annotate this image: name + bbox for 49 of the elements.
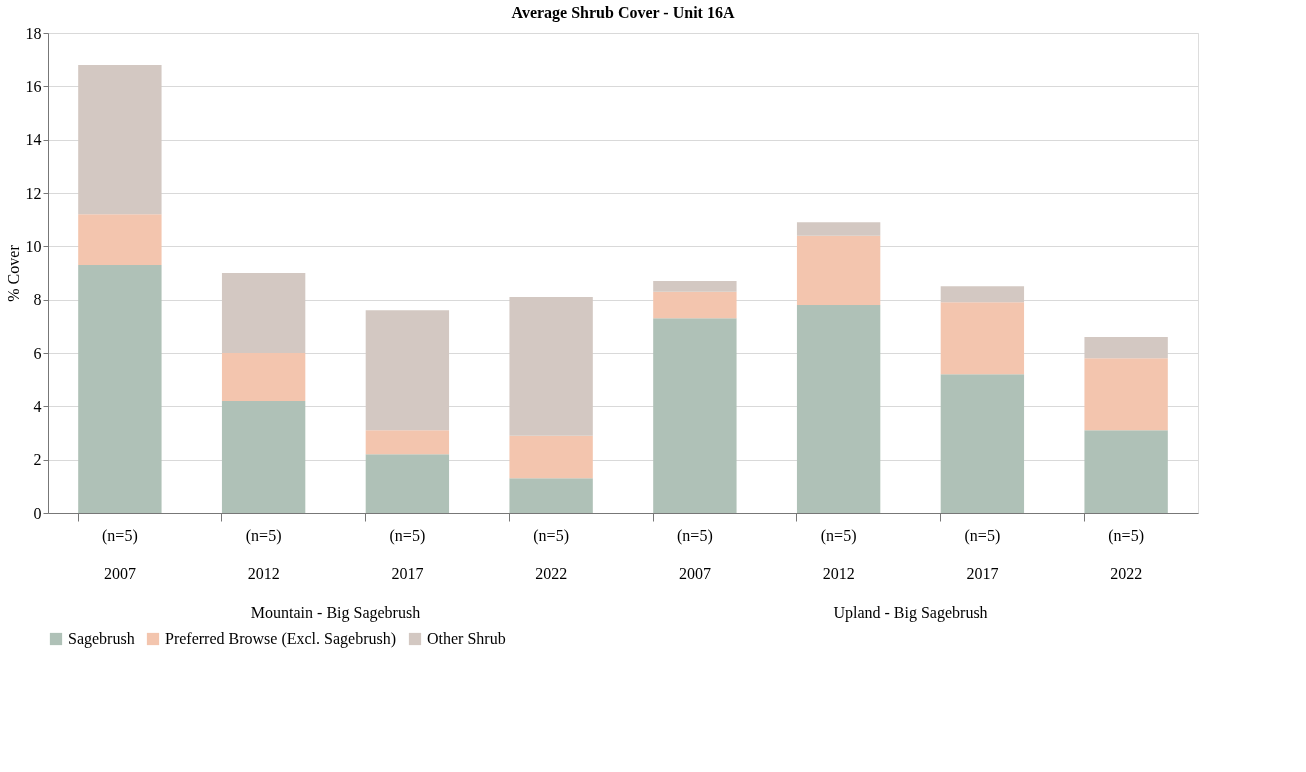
legend-label: Other Shrub [427, 630, 506, 647]
bar [78, 65, 162, 215]
bar [1084, 337, 1168, 359]
bar [1084, 358, 1168, 431]
bar [796, 222, 881, 236]
bar [509, 297, 593, 436]
bar [78, 214, 162, 265]
bar [796, 235, 881, 305]
category-label: (n=5) 2022 [533, 526, 569, 582]
category-label: (n=5) 2012 [820, 526, 857, 582]
category-label: (n=5) 2017 [389, 526, 426, 582]
y-tick-label: 0 [33, 504, 42, 522]
category-label: (n=5) 2017 [964, 526, 1001, 582]
y-tick-label: 6 [33, 344, 42, 362]
bar [653, 291, 737, 319]
bar [78, 265, 162, 513]
bar [509, 478, 593, 513]
y-tick-label: 8 [33, 291, 42, 309]
category-label: (n=5) 2022 [1108, 526, 1144, 582]
y-tick-label: 18 [25, 24, 42, 42]
bar [221, 353, 306, 401]
y-tick-label: 12 [25, 184, 42, 202]
bar [365, 430, 450, 455]
legend-label: Sagebrush [68, 630, 135, 648]
bar [940, 302, 1025, 375]
y-axis-title: % Cover [4, 244, 22, 302]
bar [365, 454, 450, 513]
bar [653, 318, 737, 513]
text: Upland - Big Sagebrush [833, 604, 988, 622]
category-label: (n=5) 2012 [245, 526, 282, 582]
bar [940, 374, 1025, 513]
bar [221, 273, 306, 353]
bar [221, 401, 306, 513]
bar [796, 305, 881, 513]
text: Mountain - Big Sagebrush [250, 604, 421, 622]
y-tick-label: 2 [33, 451, 42, 469]
bar [1084, 430, 1168, 513]
y-tick-label: 4 [33, 397, 42, 415]
category-label: (n=5) 2007 [677, 526, 713, 582]
y-tick-label: 16 [25, 77, 42, 95]
y-tick-label: 14 [25, 131, 42, 149]
bar [509, 435, 593, 479]
bar [365, 310, 450, 431]
chart-title: Average Shrub Cover - Unit 16A [511, 4, 735, 22]
category-label: (n=5) 2007 [102, 526, 138, 582]
y-tick-label: 10 [25, 237, 42, 255]
bar [940, 286, 1025, 303]
bar [653, 281, 737, 292]
legend-label: Preferred Browse (Excl. Sagebrush) [165, 630, 397, 648]
